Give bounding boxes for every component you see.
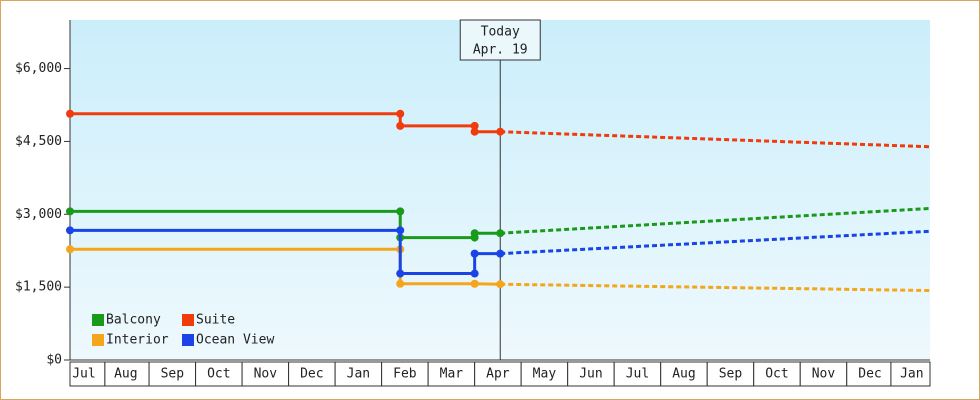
x-tick-label: Jul <box>626 367 649 382</box>
x-tick-label: Sep <box>161 367 185 382</box>
x-tick-label: Mar <box>440 367 464 382</box>
price-point <box>470 127 479 136</box>
price-point <box>470 279 479 288</box>
x-tick-label: Nov <box>254 367 278 382</box>
price-line <box>70 209 501 240</box>
price-point <box>470 229 479 238</box>
price-point <box>470 249 479 258</box>
x-tick-box <box>799 361 848 387</box>
x-tick-box <box>846 361 892 387</box>
legend-swatch <box>92 314 104 326</box>
x-tick-box <box>195 361 243 387</box>
x-tick-label: Apr <box>486 367 510 382</box>
price-point <box>66 226 74 235</box>
x-tick-label: Oct <box>765 367 788 382</box>
price-point <box>496 249 505 258</box>
legend-label: Interior <box>106 333 169 348</box>
price-point <box>66 207 74 216</box>
price-point <box>470 269 479 278</box>
today-label: Apr. 19 <box>473 43 528 58</box>
x-tick-box <box>706 361 755 387</box>
x-tick-label: Oct <box>207 367 230 382</box>
x-tick-box <box>148 361 197 387</box>
today-box <box>459 19 541 61</box>
x-tick-box <box>890 361 931 387</box>
price-point <box>396 226 405 235</box>
price-point <box>396 207 405 216</box>
x-tick-box <box>381 361 429 387</box>
x-tick-box <box>334 361 383 387</box>
x-tick-label: Dec <box>858 367 881 382</box>
legend-swatch <box>182 314 194 326</box>
price-point <box>396 279 405 288</box>
price-point <box>470 121 479 130</box>
legend-label: Balcony <box>106 313 161 328</box>
x-tick-label: Nov <box>812 367 836 382</box>
y-tick-label: $3,000 <box>15 207 62 222</box>
x-tick-label: Dec <box>300 367 323 382</box>
x-tick-box <box>241 361 290 387</box>
x-tick-label: Sep <box>719 367 743 382</box>
today-label: Today <box>481 25 520 40</box>
legend-label: Suite <box>196 313 235 328</box>
x-tick-box <box>104 361 150 387</box>
price-point <box>496 127 505 136</box>
legend-swatch <box>92 334 104 346</box>
legend-swatch <box>182 334 194 346</box>
x-tick-label: Jul <box>72 367 95 382</box>
x-tick-label: Jan <box>347 367 370 382</box>
x-tick-box <box>288 361 336 387</box>
x-tick-box <box>69 361 106 387</box>
legend-label: Ocean View <box>196 333 274 348</box>
x-tick-box <box>660 361 708 387</box>
y-tick-label: $4,500 <box>15 134 62 149</box>
price-line <box>70 112 501 134</box>
x-tick-box <box>613 361 662 387</box>
x-tick-label: Jun <box>579 367 602 382</box>
x-tick-label: May <box>533 367 557 382</box>
price-point <box>396 121 405 130</box>
price-point <box>396 109 405 118</box>
price-line <box>70 228 501 276</box>
x-tick-label: Feb <box>393 367 417 382</box>
x-tick-label: Aug <box>672 367 695 382</box>
y-tick-label: $1,500 <box>15 280 62 295</box>
price-point <box>66 245 74 254</box>
price-point <box>496 280 505 289</box>
x-tick-box <box>474 361 522 387</box>
y-tick-label: $0 <box>46 353 62 368</box>
x-tick-box <box>427 361 476 387</box>
x-tick-label: Jan <box>900 367 923 382</box>
x-tick-label: Aug <box>114 367 137 382</box>
x-tick-box <box>753 361 801 387</box>
price-point <box>66 109 74 118</box>
x-tick-box <box>567 361 615 387</box>
price-point <box>496 229 505 238</box>
y-tick-label: $6,000 <box>15 61 62 76</box>
price-point <box>396 269 405 278</box>
